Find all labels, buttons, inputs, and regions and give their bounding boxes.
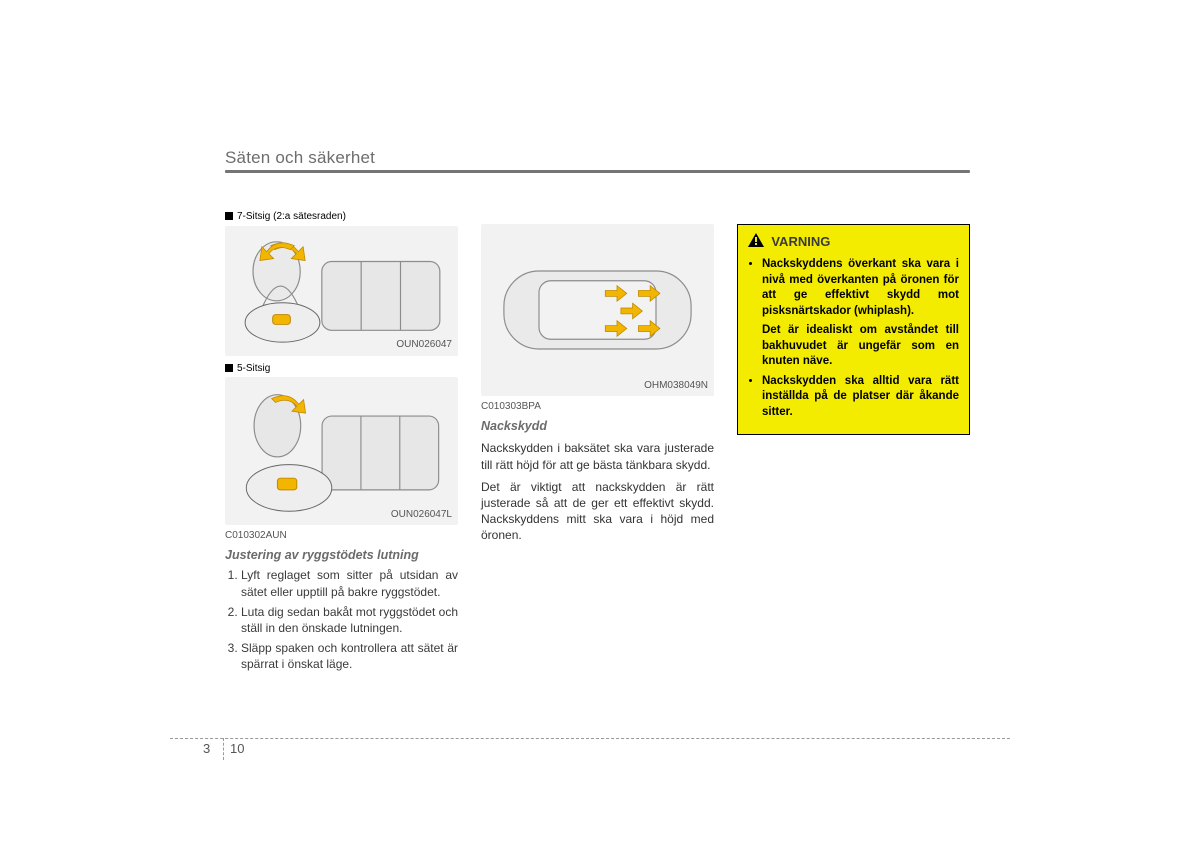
footer-tick xyxy=(223,738,224,760)
figure-label-bottom-text: 5-Sitsig xyxy=(237,363,270,374)
figure-code: OHM038049N xyxy=(644,379,708,393)
warning-item: Nackskyddens överkant ska vara i nivå me… xyxy=(762,257,959,370)
warning-text: Nackskyddens överkant ska vara i nivå me… xyxy=(762,258,959,317)
warning-triangle-icon xyxy=(748,233,764,251)
instruction-step: Lyft reglaget som sitter på utsidan av s… xyxy=(241,567,458,599)
instruction-list: Lyft reglaget som sitter på utsidan av s… xyxy=(225,567,458,672)
seat-illustration xyxy=(231,383,452,519)
subheading: Justering av ryggstödets lutning xyxy=(225,547,458,564)
page-footer: 3 10 xyxy=(170,738,1010,740)
paragraph: Det är viktigt att nackskydden är rätt j… xyxy=(481,479,714,544)
warning-title: VARNING xyxy=(771,234,830,249)
figure-seat-7: OUN026047 xyxy=(225,226,458,356)
seat-illustration xyxy=(231,232,452,350)
warning-list: Nackskyddens överkant ska vara i nivå me… xyxy=(748,257,959,420)
body-text: Nackskydden i baksätet ska vara justerad… xyxy=(481,440,714,543)
warning-box: VARNING Nackskyddens överkant ska vara i… xyxy=(737,224,970,435)
section-title: Säten och säkerhet xyxy=(225,148,375,167)
warning-text: Det är idealiskt om avståndet till bakhu… xyxy=(762,323,959,370)
instruction-step: Släpp spaken och kontrollera att sätet ä… xyxy=(241,640,458,672)
car-illustration xyxy=(489,232,706,388)
page-number: 10 xyxy=(230,741,244,756)
figure-code-bottom: OUN026047L xyxy=(391,508,452,522)
instruction-step: Luta dig sedan bakåt mot ryggstödet och … xyxy=(241,604,458,636)
figure-label-top: 7-Sitsig (2:a sätesraden) xyxy=(225,210,458,224)
paragraph: Nackskydden i baksätet ska vara justerad… xyxy=(481,440,714,472)
column-3: VARNING Nackskyddens överkant ska vara i… xyxy=(737,210,970,435)
header-rule xyxy=(225,170,970,173)
warning-header: VARNING xyxy=(748,233,959,251)
warning-item: Nackskydden ska alltid vara rätt inställ… xyxy=(762,374,959,421)
square-bullet-icon xyxy=(225,364,233,372)
figure-car-top: OHM038049N xyxy=(481,224,714,396)
column-1: 7-Sitsig (2:a sätesraden) xyxy=(225,210,458,677)
figure-code-top: OUN026047 xyxy=(396,338,452,352)
chapter-number: 3 xyxy=(203,741,210,756)
footer-rule xyxy=(170,738,1010,740)
figure-label-bottom: 5-Sitsig xyxy=(225,362,458,376)
square-bullet-icon xyxy=(225,212,233,220)
figure-seat-5: OUN026047L xyxy=(225,377,458,525)
section-header: Säten och säkerhet xyxy=(225,148,425,168)
subheading: Nackskydd xyxy=(481,418,714,435)
para-code: C010303BPA xyxy=(481,400,714,414)
column-2: OHM038049N C010303BPA Nackskydd Nackskyd… xyxy=(481,210,714,550)
manual-page: Säten och säkerhet 7-Sitsig (2:a sätesra… xyxy=(0,0,1200,848)
para-code: C010302AUN xyxy=(225,529,458,543)
figure-label-top-text: 7-Sitsig (2:a sätesraden) xyxy=(237,211,346,222)
